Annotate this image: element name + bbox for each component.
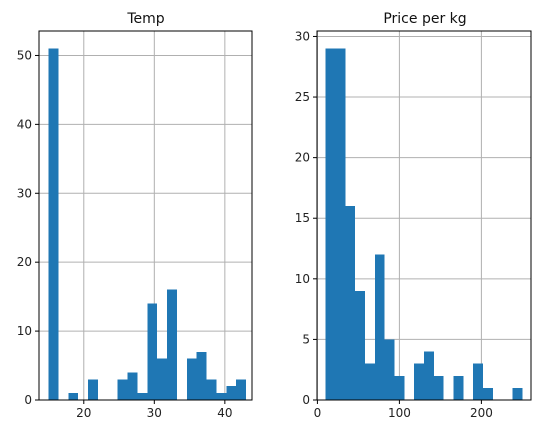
price-bar <box>483 387 493 400</box>
temp-y-tick-label: 0 <box>24 393 32 407</box>
price-chart-title: Price per kg <box>383 11 466 27</box>
temp-bar <box>88 379 98 400</box>
price-y-tick-label: 5 <box>302 332 310 346</box>
price-y-tick-label: 30 <box>295 29 310 43</box>
price-bar <box>424 351 434 400</box>
temp-histogram-panel: Temp 20 30 40 0 10 20 30 40 50 <box>17 11 253 420</box>
price-x-tick-label: 0 <box>314 406 322 420</box>
price-bar <box>364 363 375 400</box>
temp-axes-frame <box>38 30 253 401</box>
price-x-tick-label: 200 <box>470 406 493 420</box>
temp-bars <box>48 48 247 400</box>
temp-x-tick-label: 30 <box>147 406 162 420</box>
price-bar <box>394 375 405 400</box>
temp-bar <box>117 379 128 400</box>
temp-x-tick-label: 40 <box>217 406 232 420</box>
price-y-tick-label: 25 <box>295 90 310 104</box>
temp-y-tick-label: 20 <box>17 255 32 269</box>
price-bar <box>512 387 523 400</box>
temp-axes: 20 30 40 0 10 20 30 40 50 <box>17 30 253 420</box>
temp-x-tick-label: 20 <box>76 406 91 420</box>
price-bar <box>384 339 395 400</box>
price-bar <box>345 206 356 400</box>
temp-bar <box>68 393 79 400</box>
price-bar <box>473 363 484 400</box>
temp-bar <box>48 48 59 400</box>
temp-bar <box>137 393 148 400</box>
temp-bar <box>226 386 237 400</box>
price-bar <box>335 48 346 400</box>
price-bars <box>325 48 523 400</box>
price-bar <box>433 375 444 400</box>
temp-bar <box>236 379 247 400</box>
price-axes: 0 100 200 0 5 10 15 20 25 30 <box>295 29 532 420</box>
temp-y-tick-label: 30 <box>17 186 32 200</box>
temp-y-tick-label: 50 <box>17 48 32 62</box>
price-x-tick-label: 100 <box>388 406 411 420</box>
price-bar <box>325 48 336 400</box>
price-y-tick-label: 20 <box>295 151 310 165</box>
temp-bar <box>167 289 177 400</box>
price-bar <box>355 290 365 400</box>
temp-bar <box>196 351 207 400</box>
price-bar <box>374 254 385 400</box>
price-y-tick-label: 15 <box>295 211 310 225</box>
temp-bar <box>127 372 138 400</box>
price-y-tick-label: 0 <box>302 393 310 407</box>
temp-y-tick-label: 40 <box>17 117 32 131</box>
price-axes-frame <box>316 30 532 401</box>
price-bar <box>414 363 424 400</box>
temp-bar <box>206 379 217 400</box>
temp-bar <box>186 358 197 400</box>
price-histogram-panel: Price per kg 0 100 200 0 5 10 15 20 25 30 <box>295 11 532 420</box>
price-y-tick-label: 10 <box>295 272 310 286</box>
temp-bar <box>157 358 168 400</box>
temp-bar <box>216 393 227 400</box>
price-bar <box>453 375 464 400</box>
temp-y-tick-label: 10 <box>17 324 32 338</box>
temp-chart-title: Temp <box>126 11 164 27</box>
temp-bar <box>147 303 158 400</box>
